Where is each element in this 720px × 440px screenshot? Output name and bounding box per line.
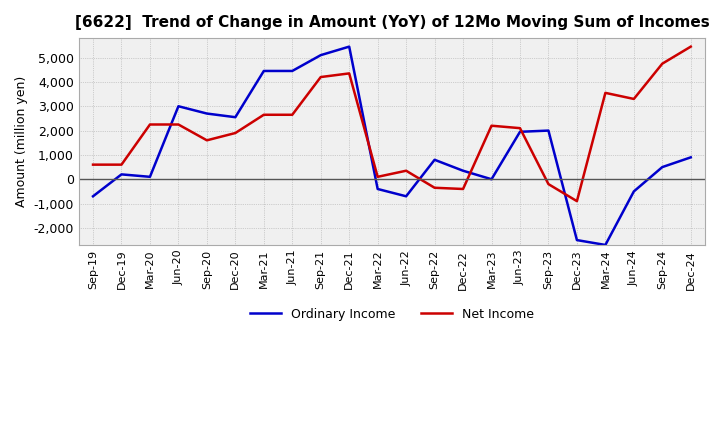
Ordinary Income [402,194,410,199]
Title: [6622]  Trend of Change in Amount (YoY) of 12Mo Moving Sum of Incomes: [6622] Trend of Change in Amount (YoY) o… [75,15,709,30]
Ordinary Income [89,194,97,199]
Ordinary Income [686,155,695,160]
Net Income [402,168,410,173]
Y-axis label: Amount (million yen): Amount (million yen) [15,76,28,207]
Line: Net Income: Net Income [93,47,690,201]
Ordinary Income [259,68,268,73]
Ordinary Income [431,157,439,162]
Ordinary Income [374,187,382,192]
Net Income [516,125,524,131]
Net Income [629,96,638,102]
Net Income [572,198,581,204]
Legend: Ordinary Income, Net Income: Ordinary Income, Net Income [245,303,539,326]
Ordinary Income [544,128,553,133]
Net Income [259,112,268,117]
Net Income [316,74,325,80]
Net Income [202,138,211,143]
Net Income [174,122,183,127]
Net Income [459,187,467,192]
Net Income [288,112,297,117]
Net Income [544,181,553,187]
Ordinary Income [516,129,524,135]
Net Income [374,174,382,180]
Ordinary Income [487,176,496,182]
Net Income [345,71,354,76]
Net Income [145,122,154,127]
Net Income [658,61,667,66]
Ordinary Income [345,44,354,49]
Net Income [431,185,439,191]
Ordinary Income [117,172,126,177]
Ordinary Income [629,189,638,194]
Ordinary Income [658,165,667,170]
Line: Ordinary Income: Ordinary Income [93,47,690,245]
Net Income [686,44,695,49]
Net Income [601,90,610,95]
Net Income [117,162,126,167]
Net Income [231,130,240,136]
Ordinary Income [288,68,297,73]
Ordinary Income [601,242,610,248]
Net Income [487,123,496,128]
Net Income [89,162,97,167]
Ordinary Income [459,168,467,173]
Ordinary Income [316,52,325,58]
Ordinary Income [572,238,581,243]
Ordinary Income [145,174,154,180]
Ordinary Income [174,103,183,109]
Ordinary Income [231,114,240,120]
Ordinary Income [202,111,211,116]
